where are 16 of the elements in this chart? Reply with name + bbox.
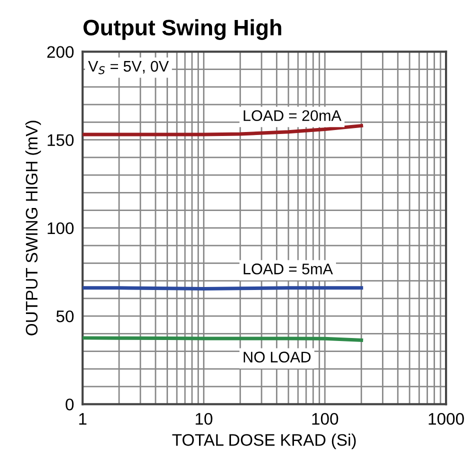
x-tick-label: 10 (196, 412, 212, 425)
x-tick-label: 1 (79, 413, 86, 425)
annotation: LOAD = 20mA (244, 110, 342, 122)
x-tick-label: 1000 (428, 412, 464, 425)
y-tick-label: 0 (66, 398, 74, 410)
y-tick-label: 150 (48, 134, 74, 146)
x-axis-title: TOTAL DOSE KRAD (Si) (172, 434, 356, 450)
y-tick-label: 100 (48, 222, 74, 234)
x-tick-label: 100 (312, 412, 338, 425)
y-axis-title: OUTPUT SWING HIGH (mV) (25, 120, 41, 336)
annotation: NO LOAD (244, 352, 311, 362)
y-tick-label: 200 (47, 46, 74, 58)
annotation: LOAD = 5mA (244, 264, 333, 274)
chart-title: Output Swing High (84, 19, 282, 40)
annotation: V$_{S}$ = 5V, 0V (88, 60, 169, 74)
y-tick-label: 50 (56, 310, 74, 322)
